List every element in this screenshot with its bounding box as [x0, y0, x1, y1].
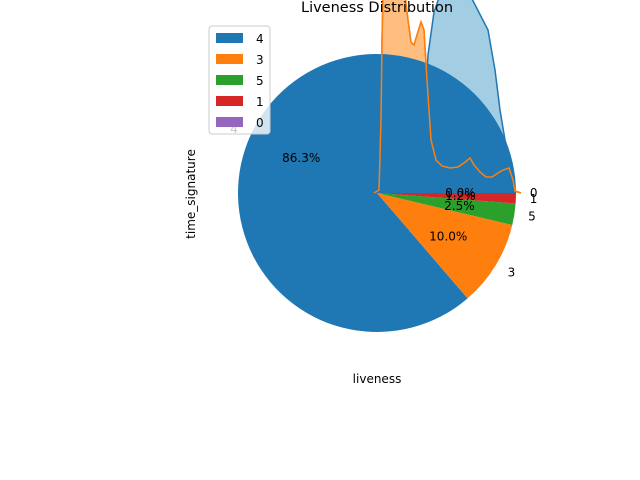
slice-label-5: 5: [528, 209, 536, 223]
slice-label-3: 3: [508, 265, 516, 279]
legend-swatch-4: [216, 33, 243, 43]
slice-percent-3: 10.0%: [429, 229, 467, 243]
slice-label-1: 1: [530, 192, 538, 206]
kde-line-orange-top: [373, 0, 522, 194]
legend-items: 4 3 5 1 0: [216, 32, 264, 130]
legend-swatch-1: [216, 96, 243, 106]
legend-swatch-0: [216, 117, 243, 127]
legend-label-4: 4: [256, 32, 264, 46]
pie-slice-4: [238, 54, 516, 332]
legend: 4 3 5 1 0: [208, 25, 271, 135]
slice-percent-1: 1.2%: [445, 189, 476, 203]
slice-label-0: 0: [530, 186, 538, 200]
legend-swatch-3: [216, 54, 243, 64]
y-axis-label: time_signature: [184, 149, 198, 239]
slice-percent-5: 2.5%: [444, 199, 475, 213]
legend-swatch-5: [216, 75, 243, 85]
x-axis-label: liveness: [353, 372, 402, 386]
pie-slice-1: [377, 193, 516, 204]
pie: [238, 54, 516, 332]
legend-label-5: 5: [256, 74, 264, 88]
pie-slice-5: [377, 193, 516, 226]
slice-percent-4: 86.3%: [282, 151, 320, 165]
slice-percent-0: 0.0%: [445, 186, 476, 200]
legend-label-0: 0: [256, 116, 264, 130]
chart-title: Liveness Distribution: [301, 0, 453, 16]
legend-label-3: 3: [256, 53, 264, 67]
pie-labels: 486.3%310.0%52.5%11.2%00.0%4: [230, 122, 537, 279]
pie-slice-3: [377, 193, 513, 299]
legend-label-1: 1: [256, 95, 264, 109]
